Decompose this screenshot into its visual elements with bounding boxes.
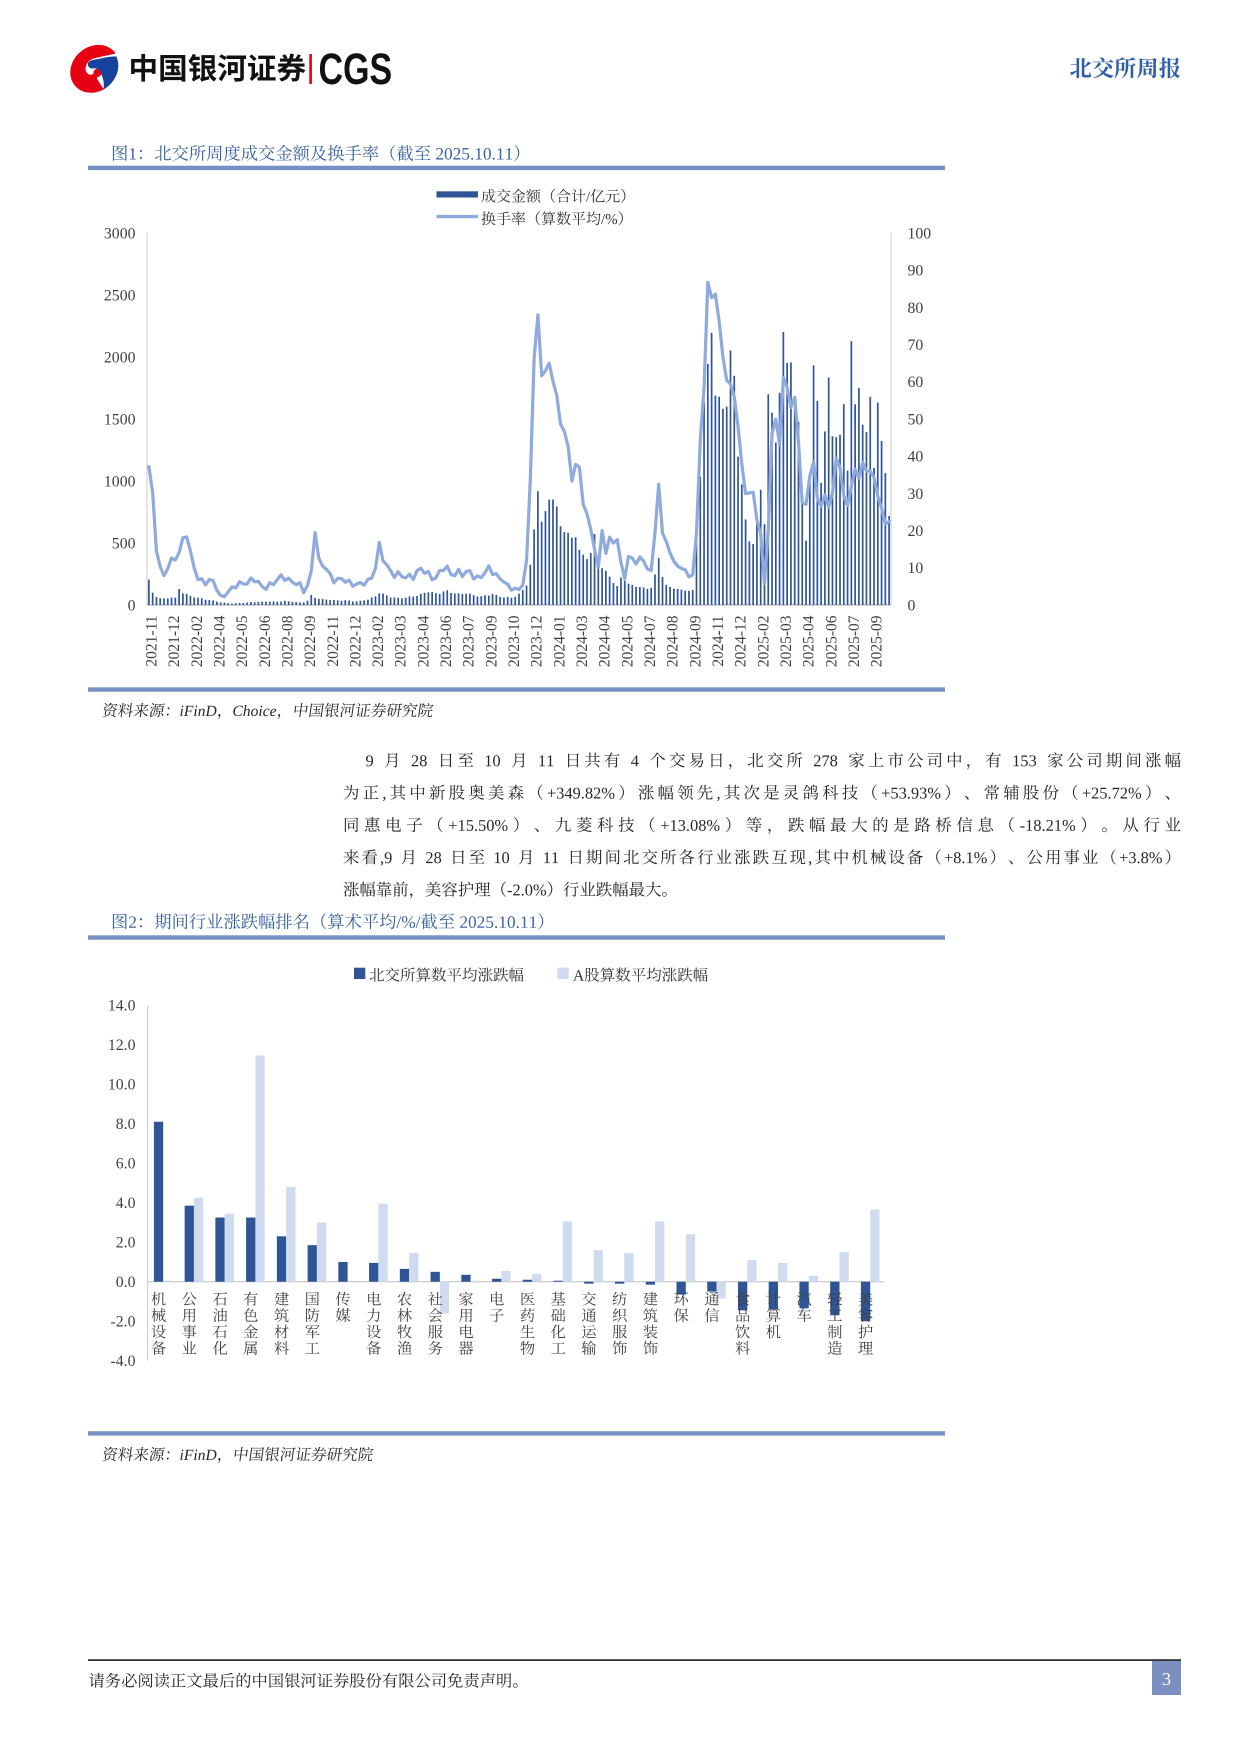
svg-text:100: 100 — [908, 225, 932, 242]
svg-text:2024-05: 2024-05 — [619, 615, 636, 667]
svg-text:30: 30 — [908, 486, 924, 503]
svg-text:2021-11: 2021-11 — [144, 616, 161, 667]
svg-text:2025-03: 2025-03 — [778, 615, 795, 667]
svg-text:4.0: 4.0 — [116, 1195, 136, 1212]
svg-text:2023-10: 2023-10 — [506, 615, 523, 667]
svg-text:2024-09: 2024-09 — [687, 615, 704, 667]
svg-text:50: 50 — [908, 411, 924, 428]
svg-text:0: 0 — [128, 597, 136, 614]
svg-text:2024-11: 2024-11 — [710, 616, 727, 667]
svg-text:2022-06: 2022-06 — [257, 615, 274, 667]
svg-text:2023-09: 2023-09 — [483, 615, 500, 667]
svg-text:2022-08: 2022-08 — [279, 615, 296, 667]
svg-text:0: 0 — [908, 597, 916, 614]
svg-text:2022-04: 2022-04 — [212, 615, 229, 667]
svg-text:2025-09: 2025-09 — [869, 615, 886, 667]
svg-text:2023-12: 2023-12 — [529, 616, 546, 668]
svg-text:2000: 2000 — [104, 349, 136, 366]
svg-text:3: 3 — [1162, 1669, 1171, 1689]
svg-text:14.0: 14.0 — [108, 998, 136, 1015]
svg-text:2023-07: 2023-07 — [461, 615, 478, 667]
svg-text:1500: 1500 — [104, 411, 136, 428]
svg-text:2024-03: 2024-03 — [574, 615, 591, 667]
svg-text:10: 10 — [908, 560, 924, 577]
svg-text:90: 90 — [908, 263, 924, 280]
svg-text:2024-08: 2024-08 — [665, 615, 682, 667]
svg-text:-4.0: -4.0 — [110, 1353, 135, 1370]
svg-text:40: 40 — [908, 449, 924, 466]
svg-text:2500: 2500 — [104, 287, 136, 304]
svg-text:12.0: 12.0 — [108, 1037, 136, 1054]
svg-text:2025-07: 2025-07 — [846, 615, 863, 667]
svg-text:10.0: 10.0 — [108, 1077, 136, 1094]
svg-text:80: 80 — [908, 300, 924, 317]
svg-text:2025-02: 2025-02 — [755, 616, 772, 668]
svg-text:2023-06: 2023-06 — [438, 615, 455, 667]
svg-text:6.0: 6.0 — [116, 1156, 136, 1173]
svg-text:2022-09: 2022-09 — [302, 615, 319, 667]
svg-text:3000: 3000 — [104, 225, 136, 242]
svg-text:2025-04: 2025-04 — [801, 615, 818, 667]
svg-text:2024-04: 2024-04 — [597, 615, 614, 667]
svg-text:2023-03: 2023-03 — [393, 615, 410, 667]
svg-text:60: 60 — [908, 374, 924, 391]
svg-text:20: 20 — [908, 523, 924, 540]
svg-text:2025-06: 2025-06 — [823, 615, 840, 667]
svg-text:2024-07: 2024-07 — [642, 615, 659, 667]
svg-text:0.0: 0.0 — [116, 1274, 136, 1291]
svg-text:2024-12: 2024-12 — [733, 616, 750, 668]
svg-text:2022-11: 2022-11 — [325, 616, 342, 667]
svg-text:8.0: 8.0 — [116, 1116, 136, 1133]
svg-text:2024-01: 2024-01 — [551, 616, 568, 668]
svg-text:2022-05: 2022-05 — [234, 615, 251, 667]
svg-text:1000: 1000 — [104, 473, 136, 490]
svg-text:500: 500 — [112, 535, 136, 552]
svg-text:2023-04: 2023-04 — [415, 615, 432, 667]
svg-text:70: 70 — [908, 337, 924, 354]
svg-text:2.0: 2.0 — [116, 1235, 136, 1252]
svg-text:2021-12: 2021-12 — [166, 616, 183, 668]
svg-text:2022-12: 2022-12 — [347, 616, 364, 668]
svg-text:2023-02: 2023-02 — [370, 616, 387, 668]
svg-text:2022-02: 2022-02 — [189, 616, 206, 668]
svg-text:-2.0: -2.0 — [110, 1314, 135, 1331]
